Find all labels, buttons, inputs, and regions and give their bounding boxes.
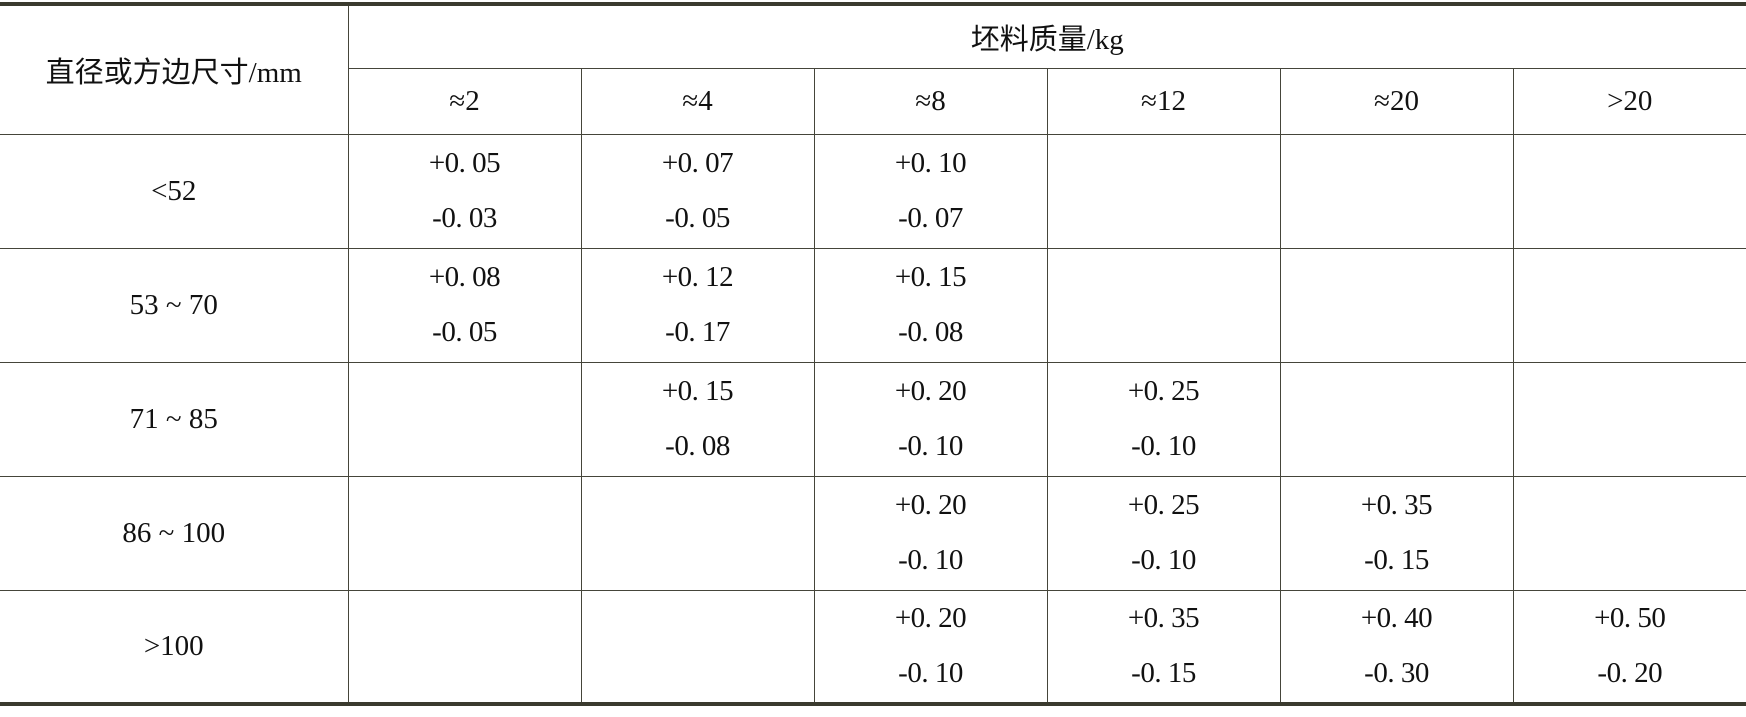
upper-tolerance: +0. 40 bbox=[1360, 602, 1433, 635]
mass-column-header: ≈4 bbox=[580, 67, 815, 135]
empty-cell bbox=[1512, 133, 1746, 249]
lower-tolerance: -0. 10 bbox=[1131, 544, 1196, 576]
empty-cell bbox=[347, 589, 582, 705]
lower-tolerance: -0. 08 bbox=[898, 316, 963, 348]
upper-tolerance: +0. 20 bbox=[894, 602, 967, 635]
empty-cell bbox=[580, 589, 815, 705]
lower-tolerance: -0. 05 bbox=[432, 316, 497, 348]
size-cell: 53 ~ 70 bbox=[0, 247, 349, 363]
lower-tolerance: -0. 10 bbox=[898, 544, 963, 576]
lower-tolerance: -0. 07 bbox=[898, 202, 963, 234]
upper-tolerance: +0. 50 bbox=[1594, 602, 1666, 635]
size-cell: >100 bbox=[0, 589, 349, 705]
mass-column-header: ≈2 bbox=[348, 67, 582, 135]
empty-cell bbox=[1279, 247, 1514, 363]
mass-column-header: ≈12 bbox=[1046, 67, 1281, 135]
lower-tolerance: -0. 08 bbox=[665, 430, 730, 462]
tolerance-cell: +0. 20 -0. 10 bbox=[813, 475, 1048, 591]
upper-tolerance: +0. 05 bbox=[428, 147, 501, 179]
tolerance-cell: +0. 08 -0. 05 bbox=[347, 247, 582, 363]
empty-cell bbox=[1046, 133, 1281, 249]
upper-tolerance: +0. 10 bbox=[894, 147, 967, 179]
table-row: 71 ~ 85 +0. 15 -0. 08 +0. 20 -0. 10 +0. 25 -0.… bbox=[0, 361, 1746, 477]
tolerance-cell: +0. 20 -0. 10 bbox=[813, 589, 1048, 705]
table-row: >100 +0. 20 -0. 10 +0. 35 -0. 15 +0. 40 -0. 30… bbox=[0, 589, 1746, 705]
lower-tolerance: -0. 15 bbox=[1364, 544, 1429, 576]
size-cell: <52 bbox=[0, 133, 349, 249]
row-header-size: 直径或方边尺寸/mm bbox=[0, 3, 349, 135]
upper-tolerance: +0. 07 bbox=[661, 147, 734, 179]
upper-tolerance: +0. 25 bbox=[1127, 489, 1200, 521]
empty-cell bbox=[347, 475, 582, 591]
tolerance-cell: +0. 40 -0. 30 bbox=[1279, 589, 1514, 705]
mass-column-header: ≈20 bbox=[1279, 67, 1514, 135]
size-cell: 71 ~ 85 bbox=[0, 361, 349, 477]
lower-tolerance: -0. 03 bbox=[432, 202, 497, 234]
lower-tolerance: -0. 10 bbox=[1131, 430, 1196, 462]
upper-tolerance: +0. 25 bbox=[1127, 375, 1200, 407]
group-header-mass: 坯料质量/kg bbox=[347, 3, 1746, 69]
table-body: <52 +0. 05 -0. 03 +0. 07 -0. 05 +0. 10 -0. 07 5… bbox=[0, 133, 1746, 705]
upper-tolerance: +0. 12 bbox=[661, 261, 734, 293]
tolerance-cell: +0. 20 -0. 10 bbox=[813, 361, 1048, 477]
tolerance-cell: +0. 35 -0. 15 bbox=[1046, 589, 1281, 705]
table-row: <52 +0. 05 -0. 03 +0. 07 -0. 05 +0. 10 -0. 07 bbox=[0, 133, 1746, 249]
lower-tolerance: -0. 05 bbox=[665, 202, 730, 234]
lower-tolerance: -0. 10 bbox=[898, 657, 963, 690]
lower-tolerance: -0. 10 bbox=[898, 430, 963, 462]
empty-cell bbox=[347, 361, 582, 477]
upper-tolerance: +0. 20 bbox=[894, 489, 967, 521]
mass-column-header: ≈8 bbox=[813, 67, 1048, 135]
tolerance-cell: +0. 15 -0. 08 bbox=[813, 247, 1048, 363]
table-row: 53 ~ 70 +0. 08 -0. 05 +0. 12 -0. 17 +0. 15 -0.… bbox=[0, 247, 1746, 363]
lower-tolerance: -0. 17 bbox=[665, 316, 730, 348]
upper-tolerance: +0. 35 bbox=[1360, 489, 1433, 521]
upper-tolerance: +0. 35 bbox=[1127, 602, 1200, 635]
mass-column-header: >20 bbox=[1512, 67, 1746, 135]
upper-tolerance: +0. 15 bbox=[661, 375, 734, 407]
size-cell: 86 ~ 100 bbox=[0, 475, 349, 591]
upper-tolerance: +0. 15 bbox=[894, 261, 967, 293]
tolerance-cell: +0. 12 -0. 17 bbox=[580, 247, 815, 363]
tolerance-cell: +0. 07 -0. 05 bbox=[580, 133, 815, 249]
empty-cell bbox=[1279, 361, 1514, 477]
lower-tolerance: -0. 20 bbox=[1597, 657, 1663, 690]
empty-cell bbox=[1512, 475, 1746, 591]
tolerance-cell: +0. 25 -0. 10 bbox=[1046, 475, 1281, 591]
tolerance-cell: +0. 10 -0. 07 bbox=[813, 133, 1048, 249]
tolerance-cell: +0. 50 -0. 20 bbox=[1512, 589, 1746, 705]
upper-tolerance: +0. 08 bbox=[428, 261, 501, 293]
empty-cell bbox=[1512, 361, 1746, 477]
lower-tolerance: -0. 15 bbox=[1131, 657, 1196, 690]
empty-cell bbox=[1046, 247, 1281, 363]
tolerance-cell: +0. 35 -0. 15 bbox=[1279, 475, 1514, 591]
empty-cell bbox=[580, 475, 815, 591]
empty-cell bbox=[1512, 247, 1746, 363]
tolerance-cell: +0. 05 -0. 03 bbox=[347, 133, 582, 249]
upper-tolerance: +0. 20 bbox=[894, 375, 967, 407]
lower-tolerance: -0. 30 bbox=[1364, 657, 1429, 690]
mass-header-row: ≈2 ≈4 ≈8 ≈12 ≈20 >20 bbox=[0, 67, 1746, 135]
empty-cell bbox=[1279, 133, 1514, 249]
tolerance-cell: +0. 25 -0. 10 bbox=[1046, 361, 1281, 477]
tolerance-cell: +0. 15 -0. 08 bbox=[580, 361, 815, 477]
table-row: 86 ~ 100 +0. 20 -0. 10 +0. 25 -0. 10 +0. 35 -0… bbox=[0, 475, 1746, 591]
